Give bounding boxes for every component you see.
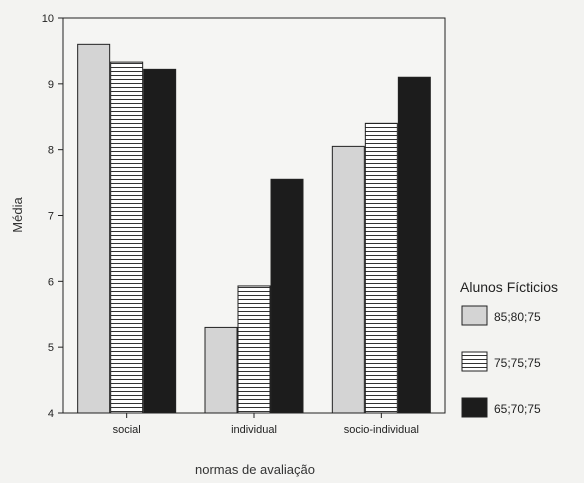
x-axis-label: normas de avaliação — [195, 462, 315, 477]
bar-social-series-1 — [77, 43, 111, 414]
y-axis-label: Média — [10, 197, 25, 233]
y-tick-label: 6 — [48, 276, 54, 288]
y-tick-label: 5 — [48, 342, 54, 354]
legend-label-series-2: 75;75;75 — [494, 356, 541, 370]
legend-label-series-3: 65;70;75 — [494, 402, 541, 416]
legend-swatch-series-2 — [461, 351, 488, 372]
y-axis: 4 5 6 7 8 9 10 — [42, 13, 63, 420]
bar-socio-individual-series-2 — [364, 122, 398, 414]
bar-individual-series-2 — [237, 285, 271, 414]
y-tick-label: 8 — [48, 145, 54, 157]
bar-socio-individual-series-1 — [331, 145, 365, 414]
legend-swatch-series-3 — [461, 397, 488, 418]
x-tick-label: individual — [231, 424, 277, 436]
bar-social-series-2 — [110, 61, 144, 414]
bar-socio-individual-series-3 — [397, 76, 431, 414]
bar-individual-series-1 — [204, 326, 238, 414]
legend-title: Alunos Fícticios — [460, 279, 558, 295]
x-tick-label: socio-individual — [344, 424, 419, 436]
bar-individual-series-3 — [270, 178, 304, 414]
y-tick-label: 10 — [42, 13, 54, 25]
legend-swatch-series-1 — [461, 305, 488, 326]
x-tick-label: social — [113, 424, 141, 436]
y-tick-label: 4 — [48, 408, 54, 420]
y-tick-label: 7 — [48, 211, 54, 223]
bar-social-series-3 — [143, 68, 177, 414]
legend: Alunos Fícticios 85;80;75 75;75;75 65;70;7… — [460, 279, 558, 418]
x-axis: social individual socio-individual — [113, 413, 419, 436]
bars — [77, 43, 431, 414]
y-tick-label: 9 — [48, 79, 54, 91]
legend-label-series-1: 85;80;75 — [494, 310, 541, 324]
